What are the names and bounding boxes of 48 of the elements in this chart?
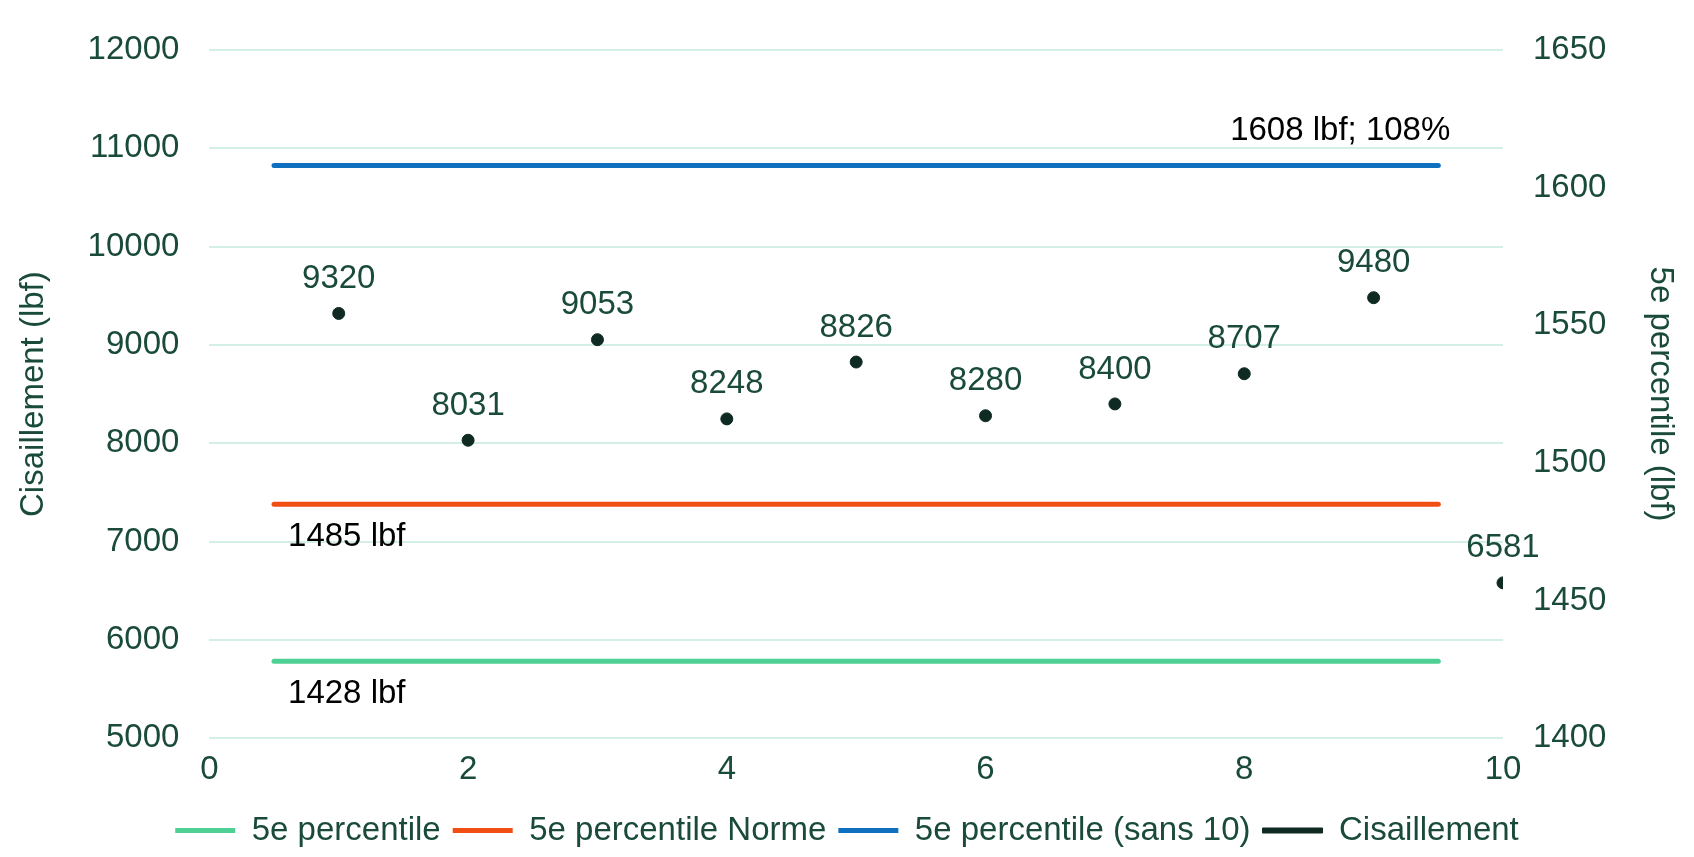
- x-tick-label: 0: [200, 749, 219, 787]
- legend-label: Cisaillement: [1339, 809, 1519, 847]
- data-label: 8400: [1078, 348, 1152, 386]
- x-tick-label: 4: [717, 749, 736, 787]
- x-tick-label: 6: [976, 749, 995, 787]
- point: [1367, 291, 1381, 305]
- data-label: 1485 lbf: [288, 515, 407, 553]
- point: [1237, 367, 1251, 381]
- point: [590, 333, 604, 347]
- data-label: 8280: [948, 360, 1023, 398]
- y-tick-label: 7000: [105, 520, 180, 558]
- y-tick-label: 6000: [105, 619, 180, 657]
- y-tick-label: 11000: [90, 127, 180, 165]
- y-tick-label: 12000: [87, 28, 180, 66]
- legend-label: 5e percentile (sans 10): [914, 809, 1251, 847]
- data-label: 8826: [819, 306, 893, 344]
- point: [849, 355, 863, 369]
- x-tick-label: 10: [1484, 749, 1522, 787]
- y2-tick-label: 1500: [1532, 442, 1607, 480]
- y-tick-label: 5000: [105, 717, 180, 755]
- point: [461, 433, 475, 447]
- point: [720, 412, 734, 426]
- data-label: 8031: [431, 384, 505, 422]
- y-axis-title: Cisaillement (lbf): [12, 271, 50, 517]
- data-label: 8248: [690, 363, 764, 401]
- point: [332, 306, 346, 320]
- y2-axis-title: 5e percentile (lbf): [1644, 266, 1682, 522]
- data-label: 8707: [1207, 318, 1281, 356]
- x-tick-label: 2: [458, 749, 478, 787]
- y2-tick-label: 1600: [1532, 166, 1607, 204]
- point: [1108, 397, 1122, 411]
- x-tick-label: 8: [1235, 749, 1254, 787]
- y2-tick-label: 1450: [1532, 579, 1607, 617]
- data-label: 9480: [1336, 242, 1411, 280]
- data-label: 6581: [1466, 527, 1540, 565]
- y-tick-label: 10000: [87, 225, 180, 263]
- y-tick-label: 9000: [105, 324, 180, 362]
- y-tick-label: 8000: [105, 422, 180, 460]
- data-label: 1608 lbf; 108%: [1230, 110, 1451, 148]
- y2-tick-label: 1400: [1532, 717, 1607, 755]
- y2-tick-label: 1650: [1532, 28, 1607, 66]
- y2-tick-label: 1550: [1532, 304, 1607, 342]
- legend-label: 5e percentile: [251, 809, 441, 847]
- point: [979, 409, 993, 423]
- data-label: 1428 lbf: [288, 672, 407, 710]
- data-label: 9320: [302, 258, 376, 296]
- data-label: 9053: [560, 284, 635, 322]
- legend-label: 5e percentile Norme: [529, 809, 827, 847]
